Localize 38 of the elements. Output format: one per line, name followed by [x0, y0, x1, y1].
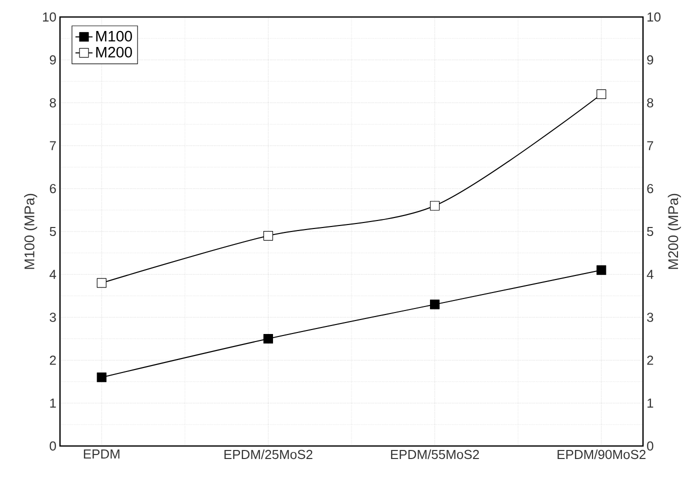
y-tick-label: 9	[50, 55, 56, 64]
y2-tick-label: 6	[647, 184, 654, 194]
point	[596, 89, 606, 100]
y-tick-label: 4	[50, 270, 56, 279]
point	[263, 230, 274, 241]
y-tick-label: 8	[50, 98, 56, 108]
point	[430, 300, 440, 310]
y2-axis-title: M200 (MPa)	[668, 194, 681, 269]
y2-tick-label: 1	[648, 398, 654, 408]
y-tick-label: 7	[50, 141, 56, 150]
y-tick-label: 1	[50, 398, 56, 408]
y-tick-label: 5	[50, 226, 56, 236]
point	[430, 200, 440, 211]
y2-tick-label: 0	[647, 441, 654, 451]
x-tick-label: EPDM/25MoS2	[224, 450, 312, 460]
y-tick-label: 6	[50, 184, 56, 194]
point	[263, 334, 274, 344]
y2-tick-label: 7	[647, 141, 654, 150]
y-tick-label: 3	[50, 312, 56, 322]
y-axis-title: M100 (MPa)	[24, 194, 38, 269]
point	[596, 265, 606, 275]
y2-tick-label: 2	[647, 356, 654, 365]
y2-tick-label: 10	[648, 12, 660, 22]
x-tick-label: EPDM/55MoS2	[391, 450, 479, 460]
point	[96, 372, 106, 382]
legend-label: M200	[96, 46, 132, 58]
y-tick-label: 2	[50, 356, 56, 365]
y2-tick-label: 4	[646, 270, 654, 279]
x-tick-label: EPDM	[84, 450, 120, 458]
y-tick-label: 0	[50, 441, 56, 451]
y-tick-label: 10	[43, 12, 56, 22]
y2-tick-label: 5	[647, 226, 654, 236]
x-tick-label: EPDM/90MoS2	[558, 450, 646, 460]
y2-tick-label: 8	[647, 98, 654, 108]
legend-label: M100	[96, 30, 132, 42]
point	[96, 278, 106, 288]
y2-tick-label: 9	[647, 55, 654, 64]
y2-tick-label: 3	[647, 312, 654, 322]
